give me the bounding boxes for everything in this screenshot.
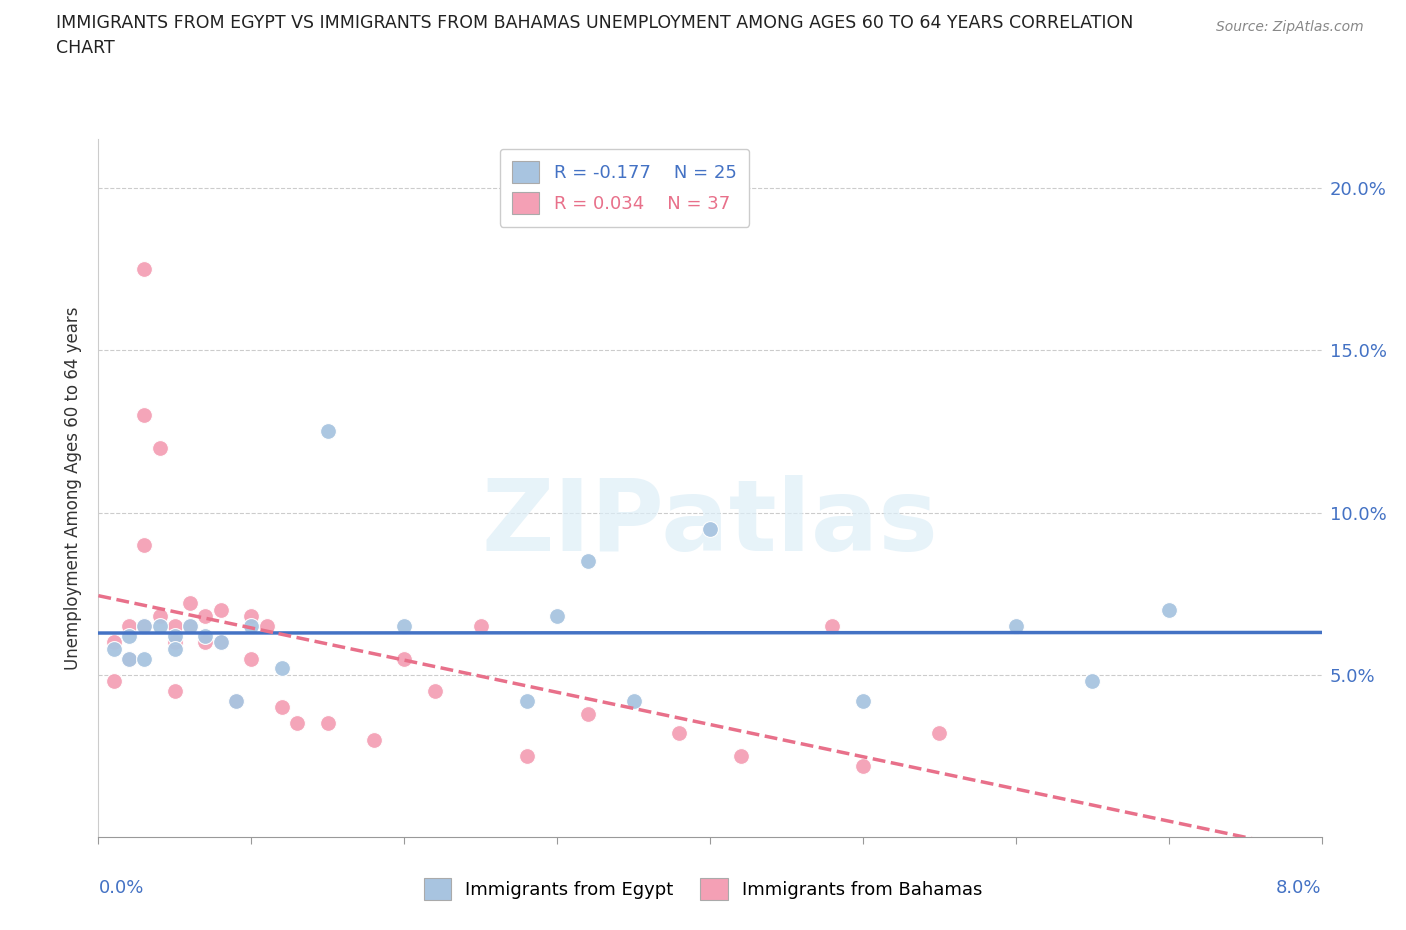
Point [392,618,416,633]
Point [240,651,263,666]
Point [928,725,950,740]
Point [163,618,186,633]
Point [256,618,278,633]
Point [118,618,141,633]
Legend: R = -0.177    N = 25, R = 0.034    N = 37: R = -0.177 N = 25, R = 0.034 N = 37 [499,149,749,227]
Point [316,716,339,731]
Point [270,661,294,676]
Point [225,693,247,708]
Point [623,693,645,708]
Point [209,635,232,650]
Point [852,693,875,708]
Point [225,693,247,708]
Point [134,618,156,633]
Text: CHART: CHART [56,39,115,57]
Point [163,684,186,698]
Point [179,618,201,633]
Point [179,596,201,611]
Text: IMMIGRANTS FROM EGYPT VS IMMIGRANTS FROM BAHAMAS UNEMPLOYMENT AMONG AGES 60 TO 6: IMMIGRANTS FROM EGYPT VS IMMIGRANTS FROM… [56,14,1133,32]
Point [209,635,232,650]
Point [194,629,217,644]
Point [179,618,201,633]
Point [1157,603,1180,618]
Point [1004,618,1026,633]
Point [699,522,721,537]
Point [576,553,599,568]
Point [576,706,599,721]
Point [240,609,263,624]
Point [134,538,156,552]
Point [134,262,156,277]
Point [546,609,568,624]
Point [149,440,172,455]
Point [163,642,186,657]
Text: ZIPatlas: ZIPatlas [482,474,938,572]
Point [163,629,186,644]
Point [134,408,156,423]
Point [103,674,125,689]
Point [1081,674,1104,689]
Point [852,758,875,773]
Point [470,618,492,633]
Point [516,693,538,708]
Point [240,618,263,633]
Point [194,635,217,650]
Point [392,651,416,666]
Point [730,749,752,764]
Text: Source: ZipAtlas.com: Source: ZipAtlas.com [1216,20,1364,34]
Point [285,716,308,731]
Point [821,618,844,633]
Point [423,684,446,698]
Legend: Immigrants from Egypt, Immigrants from Bahamas: Immigrants from Egypt, Immigrants from B… [416,870,990,907]
Point [118,629,141,644]
Point [668,725,690,740]
Point [163,635,186,650]
Y-axis label: Unemployment Among Ages 60 to 64 years: Unemployment Among Ages 60 to 64 years [63,307,82,670]
Point [363,732,385,747]
Point [118,651,141,666]
Point [270,699,294,714]
Point [118,651,141,666]
Point [316,424,339,439]
Point [149,618,172,633]
Point [516,749,538,764]
Point [149,609,172,624]
Point [103,635,125,650]
Text: 8.0%: 8.0% [1277,879,1322,897]
Point [134,651,156,666]
Text: 0.0%: 0.0% [98,879,143,897]
Point [134,618,156,633]
Point [194,609,217,624]
Point [103,642,125,657]
Point [209,603,232,618]
